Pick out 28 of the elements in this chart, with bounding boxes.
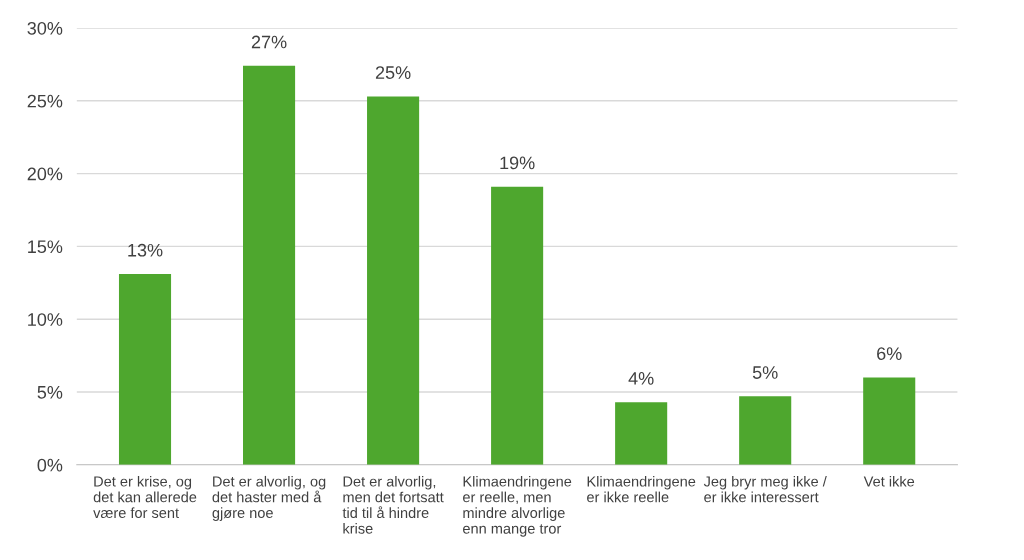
bar (491, 186, 544, 465)
data-label: 13% (128, 243, 163, 257)
data-label: 25% (375, 66, 411, 79)
y-tick-label: 30% (27, 21, 63, 35)
bar (243, 65, 296, 465)
bar (739, 396, 792, 465)
y-tick-label: 25% (27, 94, 63, 108)
data-label: 6% (877, 347, 902, 360)
x-tick-label: Jeg bryr meg ikke / er ikke interessert (703, 475, 827, 503)
y-tick-label: 15% (28, 240, 63, 254)
data-label: 4% (628, 372, 654, 385)
bar (367, 96, 420, 465)
x-tick-label: Det er alvorlig, og det haster med å gjøre noe (212, 475, 326, 521)
y-tick-label: 10% (28, 313, 63, 326)
y-tick-label: 0% (37, 458, 63, 472)
data-label: 27% (251, 35, 287, 49)
x-tick-label: Vet ikke (863, 475, 915, 487)
data-label: 19% (500, 156, 535, 170)
y-tick-label: 5% (37, 386, 63, 399)
y-tick-label: 20% (27, 167, 63, 181)
bar (118, 274, 172, 465)
bar (863, 377, 916, 465)
x-tick-label: Det er alvorlig, men det fortsatt tid til å hindre krise (342, 475, 444, 534)
data-label: 5% (752, 366, 778, 379)
x-tick-label: Det er krise, og det kan allerede være for sent (93, 475, 197, 519)
x-tick-label: Klimaendringene er ikke reelle (587, 475, 696, 503)
bar (615, 402, 668, 465)
x-tick-label: Klimaendringene er reelle, men mindre alvorlige enn mange tror (463, 475, 572, 537)
